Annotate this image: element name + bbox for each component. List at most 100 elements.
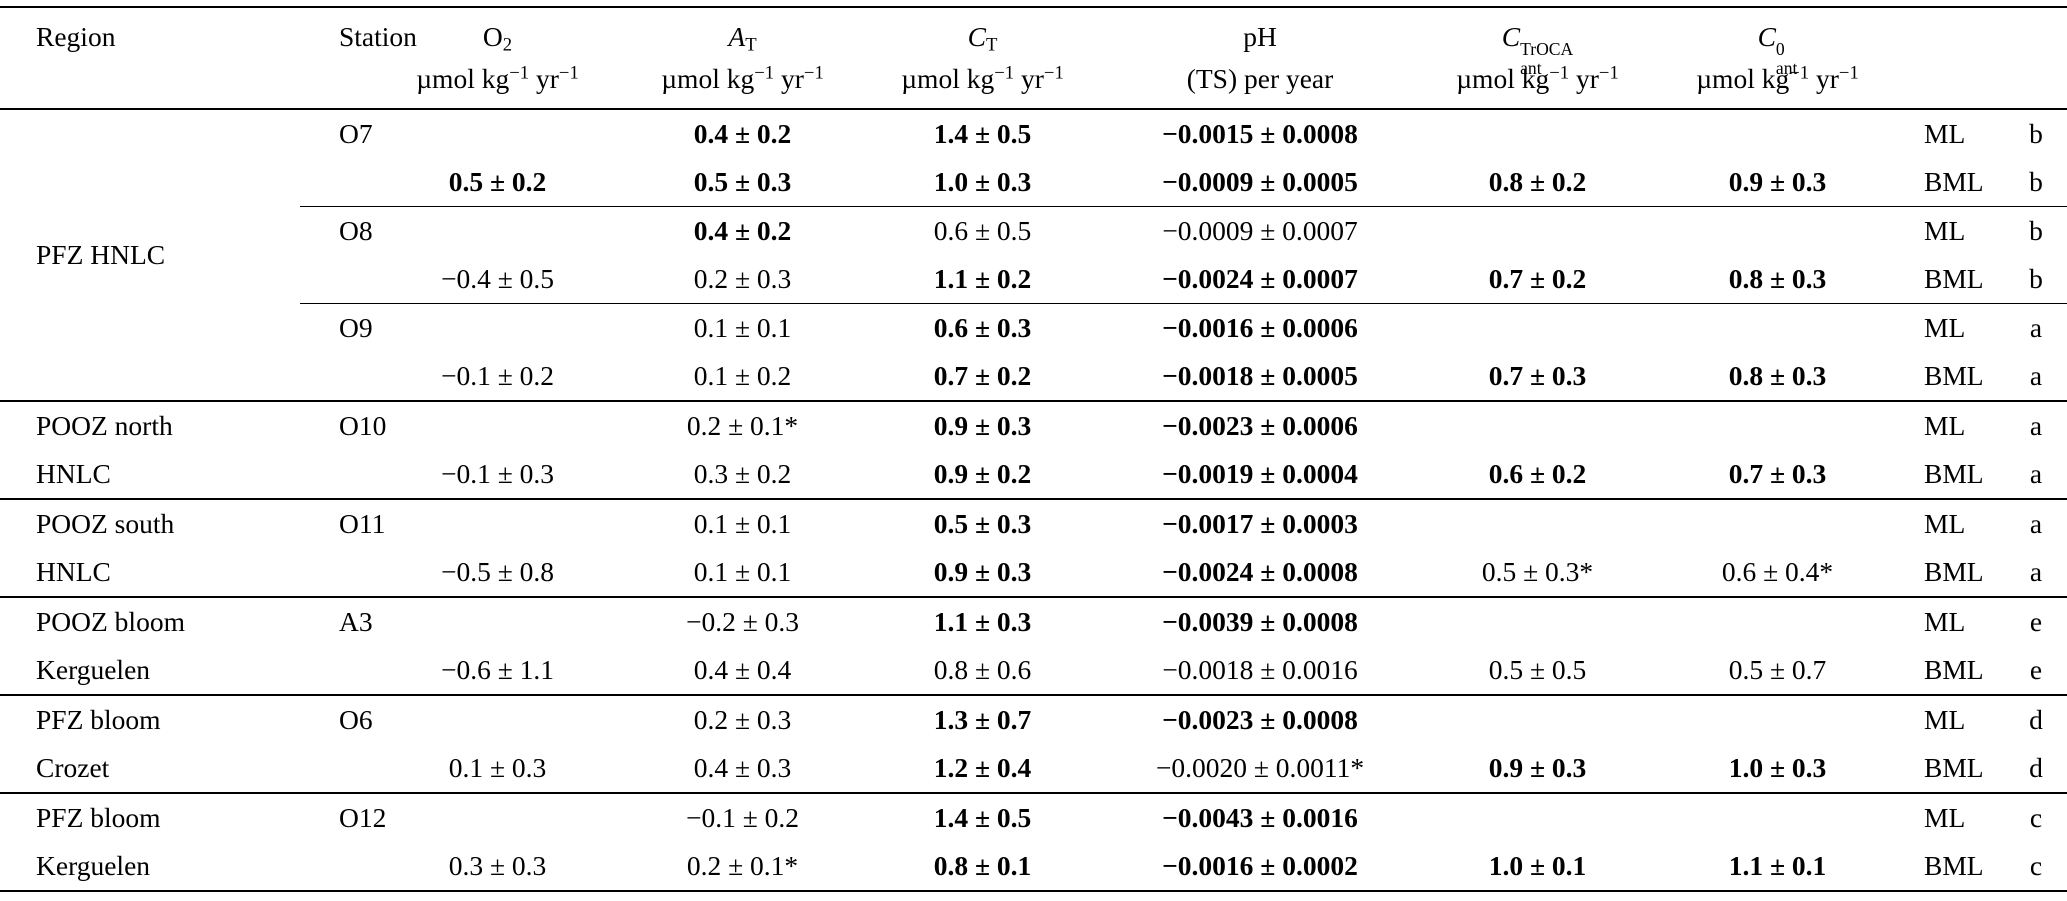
column-header-ct: CT µmol kg−1 yr−1 — [880, 7, 1085, 110]
note-cell: e — [2005, 596, 2067, 646]
cant-troca-value — [1435, 498, 1640, 548]
o2-value: −0.1 ± 0.2 — [440, 360, 555, 391]
ct-value: 1.4 ± 0.5 — [880, 792, 1085, 842]
o2-value — [390, 792, 605, 842]
table-row: −0.5 ± 0.8 0.1 ± 0.1 0.9 ± 0.3 −0.0024 ± 0.… — [0, 548, 2067, 597]
at-value: 0.1 ± 0.2 — [693, 360, 792, 391]
cant0-value — [1640, 596, 1915, 646]
cant0-value — [1640, 206, 1915, 255]
cant-troca-value — [1435, 303, 1640, 352]
station-cell — [300, 255, 390, 304]
station-cell — [300, 450, 390, 499]
ph-value: −0.0020 ± 0.0011* — [1155, 752, 1365, 783]
table-row: −0.6 ± 1.1 0.4 ± 0.4 0.8 ± 0.6 −0.0018 ± 0.… — [0, 646, 2067, 695]
region-group: POOZ south HNLC O11 0.1 ± 0.1 0.5 ± 0.3 −0.00… — [0, 498, 2067, 597]
table-row: O8 0.4 ± 0.2 0.6 ± 0.5 −0.0009 ± 0.0007 ML b — [0, 206, 2067, 255]
o2-value — [390, 498, 605, 548]
ct-value: 0.9 ± 0.3 — [933, 556, 1032, 587]
note-cell: e — [2029, 654, 2043, 685]
column-header-o2: O2 µmol kg−1 yr−1 — [390, 7, 605, 110]
ct-value: 0.5 ± 0.3 — [880, 498, 1085, 548]
station-cell — [300, 548, 390, 597]
region-group: POOZ bloom Kerguelen A3 −0.2 ± 0.3 1.1 ± 0.3… — [0, 596, 2067, 695]
region-label: PFZ bloom — [36, 802, 161, 833]
ph-value: −0.0024 ± 0.0008 — [1162, 556, 1358, 587]
layer-cell: ML — [1915, 206, 2005, 255]
note-cell: a — [2005, 303, 2067, 352]
o2-value: −0.5 ± 0.8 — [440, 556, 555, 587]
station-cell — [300, 352, 390, 401]
o2-value: −0.6 ± 1.1 — [440, 654, 555, 685]
o2-value — [390, 596, 605, 646]
table-row: 0.5 ± 0.2 0.5 ± 0.3 1.0 ± 0.3 −0.0009 ± 0.0… — [0, 158, 2067, 207]
ph-value: −0.0039 ± 0.0008 — [1085, 596, 1435, 646]
station-cell — [300, 842, 390, 891]
cant0-value: 0.7 ± 0.3 — [1728, 458, 1827, 489]
layer-cell: ML — [1924, 118, 1966, 149]
o2-value: −0.1 ± 0.3 — [440, 458, 555, 489]
region-cell: POOZ bloom Kerguelen — [0, 596, 300, 695]
ph-value: −0.0017 ± 0.0003 — [1085, 498, 1435, 548]
at-value: 0.2 ± 0.1* — [605, 400, 880, 450]
cant0-value — [1640, 694, 1915, 744]
layer-cell: BML — [1924, 654, 1984, 685]
note-cell: a — [2029, 360, 2043, 391]
at-value: 0.4 ± 0.2 — [693, 118, 792, 149]
stacked-subsup: 0 ant — [1775, 38, 1798, 78]
note-cell: a — [2029, 458, 2043, 489]
ct-value: 1.4 ± 0.5 — [933, 118, 1032, 149]
cant-troca-value: 0.6 ± 0.2 — [1488, 458, 1587, 489]
o2-value: 0.5 ± 0.2 — [448, 166, 547, 197]
cant0-value — [1640, 303, 1915, 352]
station-cell: O11 — [300, 498, 390, 548]
region-label: Crozet — [36, 752, 110, 783]
cant-troca-value: 0.5 ± 0.5 — [1488, 654, 1587, 685]
note-cell: c — [2029, 850, 2043, 881]
ct-value: 0.9 ± 0.2 — [933, 458, 1032, 489]
header-row: Region Station O2 µmol kg−1 yr−1 AT µmol kg−1… — [0, 7, 2067, 110]
ph-value: −0.0018 ± 0.0016 — [1162, 654, 1358, 685]
layer-cell: ML — [1915, 400, 2005, 450]
stacked-subsup: TrOCA ant — [1520, 38, 1574, 78]
region-label: HNLC — [36, 458, 111, 489]
ph-value: −0.0016 ± 0.0006 — [1085, 303, 1435, 352]
layer-cell: BML — [1924, 458, 1984, 489]
ct-value: 0.6 ± 0.3 — [880, 303, 1085, 352]
layer-cell: ML — [1915, 498, 2005, 548]
ph-value: −0.0019 ± 0.0004 — [1162, 458, 1358, 489]
ct-value: 0.7 ± 0.2 — [933, 360, 1032, 391]
table-row: −0.1 ± 0.2 0.1 ± 0.2 0.7 ± 0.2 −0.0018 ± 0.… — [0, 352, 2067, 401]
layer-cell: BML — [1924, 850, 1984, 881]
region-cell: PFZ bloom Kerguelen — [0, 792, 300, 891]
region-group: PFZ bloom Crozet O6 0.2 ± 0.3 1.3 ± 0.7 −0.00… — [0, 694, 2067, 793]
table-row: O9 0.1 ± 0.1 0.6 ± 0.3 −0.0016 ± 0.0006 ML a — [0, 303, 2067, 352]
at-value: 0.4 ± 0.2 — [605, 206, 880, 255]
region-group: PFZ bloom Kerguelen O12 −0.1 ± 0.2 1.4 ± 0.5… — [0, 792, 2067, 891]
note-cell: b — [2029, 118, 2043, 149]
table-header: Region Station O2 µmol kg−1 yr−1 AT µmol kg−1… — [0, 7, 2067, 110]
note-cell: a — [2005, 498, 2067, 548]
station-cell: O7 — [339, 118, 373, 149]
ct-value: 0.6 ± 0.5 — [880, 206, 1085, 255]
ct-value: 1.3 ± 0.7 — [880, 694, 1085, 744]
cant-troca-value: 0.8 ± 0.2 — [1488, 166, 1587, 197]
table-row: PFZ bloom Kerguelen O12 −0.1 ± 0.2 1.4 ± 0.5… — [0, 792, 2067, 891]
station-cell — [300, 158, 390, 207]
ph-value: −0.0023 ± 0.0008 — [1085, 694, 1435, 744]
layer-cell: BML — [1924, 166, 1984, 197]
layer-cell: BML — [1924, 263, 1984, 294]
at-value: −0.2 ± 0.3 — [605, 596, 880, 646]
station-cell: O10 — [300, 400, 390, 450]
region-group: PFZ HNLC O7 0.4 ± 0.2 1.4 ± 0.5 −0.0015 ± 0.… — [0, 109, 2067, 401]
layer-cell: BML — [1924, 752, 1984, 783]
table-row: POOZ bloom Kerguelen A3 −0.2 ± 0.3 1.1 ± 0.3… — [0, 596, 2067, 695]
station-cell: A3 — [300, 596, 390, 646]
note-cell: b — [2029, 263, 2043, 294]
ph-value: −0.0009 ± 0.0005 — [1162, 166, 1358, 197]
at-value: 0.2 ± 0.1* — [686, 850, 799, 881]
table-row: −0.1 ± 0.3 0.3 ± 0.2 0.9 ± 0.2 −0.0019 ± 0.… — [0, 450, 2067, 499]
layer-cell: ML — [1915, 694, 2005, 744]
ct-value: 0.8 ± 0.6 — [933, 654, 1032, 685]
cant-troca-value: 0.9 ± 0.3 — [1488, 752, 1587, 783]
